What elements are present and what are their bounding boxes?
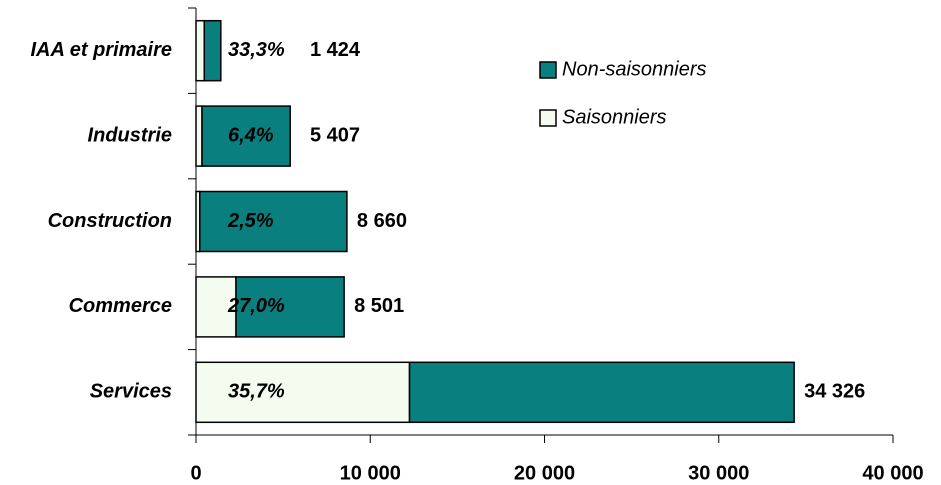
legend-label: Saisonniers bbox=[562, 106, 667, 128]
bar-segment bbox=[195, 105, 203, 167]
share-label: 6,4% bbox=[228, 124, 274, 146]
bar-segment bbox=[408, 361, 795, 424]
legend-swatch bbox=[539, 109, 557, 127]
y-tick-label: Industrie bbox=[88, 124, 172, 146]
share-label: 2,5% bbox=[227, 210, 274, 232]
bar-segment bbox=[201, 105, 291, 167]
bar-segment bbox=[199, 190, 348, 253]
share-label: 35,7% bbox=[228, 381, 285, 403]
share-label: 33,3% bbox=[228, 39, 285, 61]
x-tick-label: 30 000 bbox=[688, 462, 749, 484]
x-tick-label: 0 bbox=[190, 462, 201, 484]
bar-segment bbox=[195, 361, 411, 424]
y-tick-label: Construction bbox=[48, 210, 172, 232]
bar-segment bbox=[235, 276, 345, 338]
total-label: 8 660 bbox=[357, 210, 407, 232]
total-label: 8 501 bbox=[354, 295, 404, 317]
legend-label: Non-saisonniers bbox=[562, 58, 707, 80]
bar-segment bbox=[195, 276, 237, 338]
y-tick-label: Services bbox=[90, 381, 172, 403]
bar-segment bbox=[203, 19, 222, 82]
total-label: 1 424 bbox=[310, 39, 361, 61]
total-label: 34 326 bbox=[804, 381, 865, 403]
total-label: 5 407 bbox=[310, 124, 360, 146]
y-tick-label: Commerce bbox=[69, 295, 172, 317]
y-tick-label: IAA et primaire bbox=[30, 39, 172, 61]
share-label: 27,0% bbox=[227, 295, 285, 317]
x-tick-label: 10 000 bbox=[340, 462, 401, 484]
x-tick-label: 40 000 bbox=[862, 462, 923, 484]
x-tick-label: 20 000 bbox=[514, 462, 575, 484]
legend-swatch bbox=[539, 61, 557, 79]
bar-segment bbox=[195, 19, 206, 82]
